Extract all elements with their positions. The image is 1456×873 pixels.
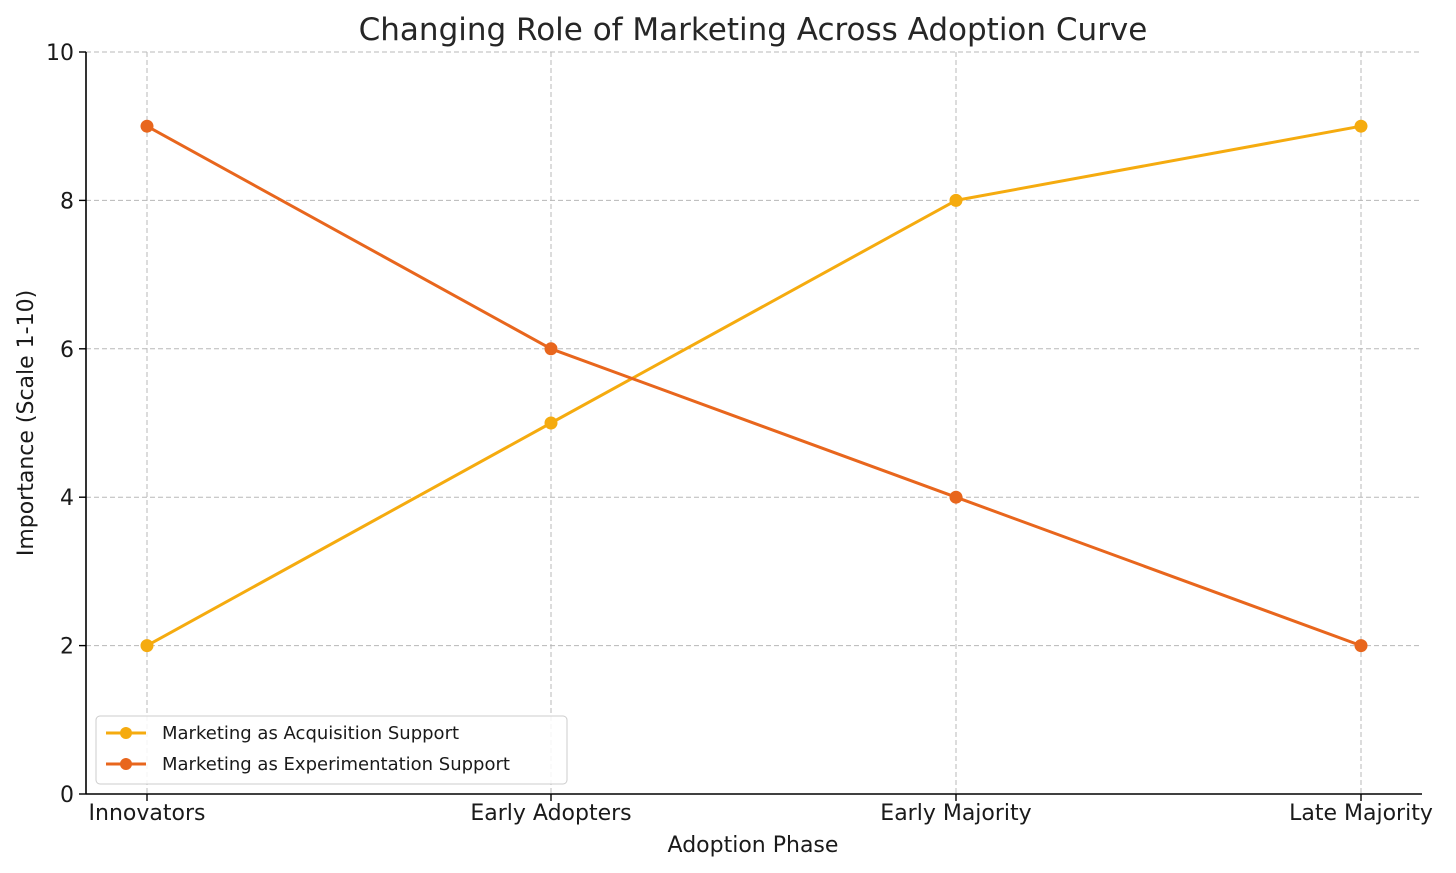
chart-title: Changing Role of Marketing Across Adopti…	[359, 12, 1148, 48]
legend-swatch-marker	[120, 758, 132, 770]
legend-label: Marketing as Acquisition Support	[162, 723, 459, 744]
y-tick-label: 10	[46, 41, 74, 66]
axes	[85, 52, 1422, 795]
x-tick-label: Innovators	[89, 801, 206, 826]
y-tick-label: 6	[60, 338, 74, 363]
x-axis-label: Adoption Phase	[668, 833, 839, 858]
series-line	[146, 124, 1362, 648]
series-line	[146, 124, 1362, 647]
x-tick-label: Early Adopters	[470, 801, 631, 826]
y-tick-label: 4	[60, 486, 74, 511]
x-tick-label: Early Majority	[880, 801, 1031, 826]
y-axis-label: Importance (Scale 1-10)	[14, 290, 39, 556]
y-tick-label: 0	[60, 783, 74, 808]
data-point	[949, 193, 963, 207]
series-1	[140, 119, 1368, 653]
data-point	[1354, 639, 1368, 653]
x-tick-label: Late Majority	[1289, 801, 1433, 826]
y-tick-label: 2	[60, 635, 74, 660]
legend-item-2: Marketing as Experimentation Support	[106, 754, 510, 775]
series-2	[140, 119, 1368, 653]
data-point	[1354, 119, 1368, 133]
tick-labels: 0 2 4 6 8 10 Innovators Early Adopters Early Maj…	[46, 41, 1433, 826]
grid	[86, 51, 1422, 794]
legend: Marketing as Acquisition Support Marketin…	[95, 715, 568, 785]
data-point	[140, 119, 154, 133]
data-point	[949, 490, 963, 504]
series-layer	[140, 119, 1368, 653]
legend-swatch-marker	[120, 727, 132, 739]
legend-box	[95, 715, 568, 785]
y-tick-label: 8	[60, 189, 74, 214]
legend-item-1: Marketing as Acquisition Support	[106, 723, 459, 744]
data-point	[544, 416, 558, 430]
legend-label: Marketing as Experimentation Support	[162, 754, 510, 775]
data-point	[140, 639, 154, 653]
data-point	[544, 342, 558, 356]
